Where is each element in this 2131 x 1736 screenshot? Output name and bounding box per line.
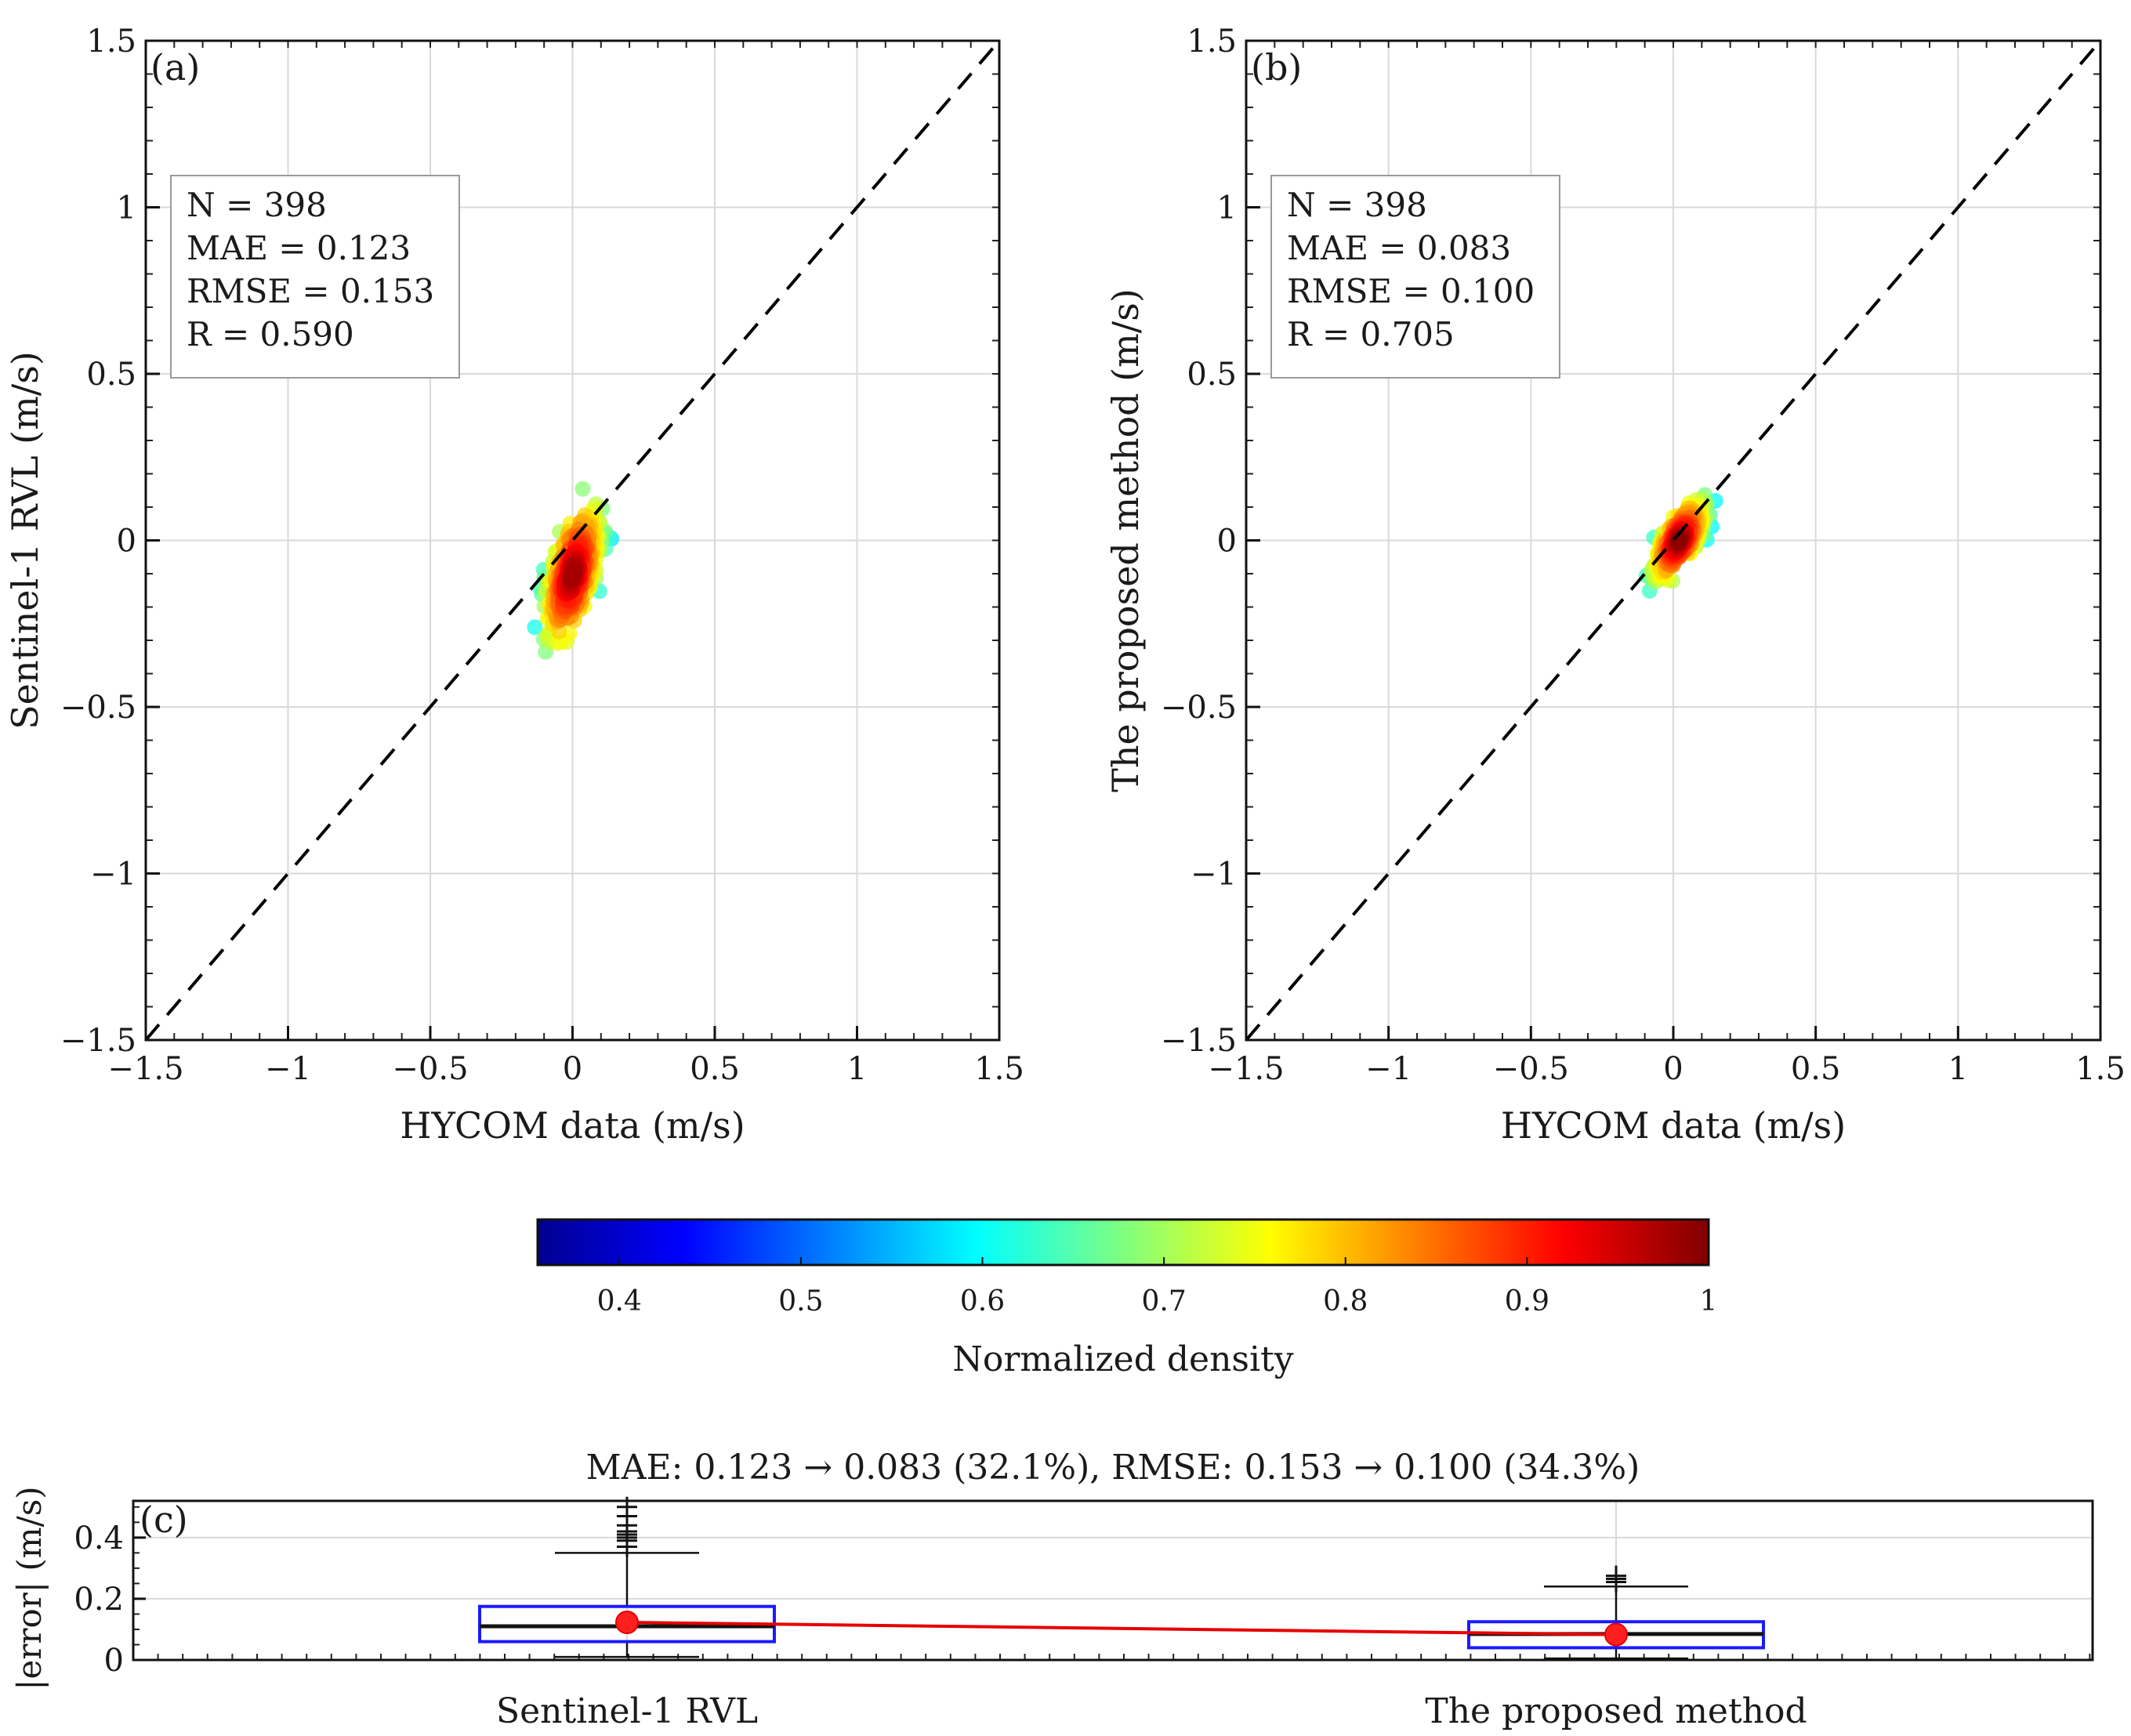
stats-line: RMSE = 0.153 <box>187 272 434 310</box>
scatter-panel-a: −1.5 −1 −0.5 0 0.5 1 1.5 −1.5 −1 −0.5 0 0.5 1 1.5 (a) N… <box>4 24 1024 1147</box>
x-tick-label: −1.5 <box>1208 1051 1284 1087</box>
colorbar-tick-label: 0.4 <box>597 1285 642 1317</box>
stats-line: R = 0.705 <box>1287 315 1455 353</box>
colorbar-tick-label: 0.9 <box>1505 1285 1549 1317</box>
axes-frame <box>132 1499 2094 1662</box>
panel-label: (b) <box>1251 46 1302 89</box>
stats-line: R = 0.590 <box>187 315 354 353</box>
colorbar-tick-label: 1 <box>1700 1285 1718 1317</box>
scatter-point <box>574 480 591 497</box>
y-tick-label: 0.4 <box>74 1520 124 1557</box>
category-label: The proposed method <box>1425 1691 1807 1731</box>
chart-title: MAE: 0.123 → 0.083 (32.1%), RMSE: 0.153 … <box>586 1448 1640 1488</box>
y-axis-label: |error| (m/s) <box>10 1486 49 1690</box>
colorbar-tick-label: 0.8 <box>1323 1285 1368 1317</box>
scatter-point <box>566 560 582 577</box>
y-tick-label: −1.5 <box>1161 1023 1237 1059</box>
x-axis-label: HYCOM data (m/s) <box>1501 1104 1846 1147</box>
x-tick-label: 1.5 <box>974 1051 1024 1087</box>
panel-label: (c) <box>140 1499 188 1541</box>
y-tick-label: −0.5 <box>1161 690 1237 726</box>
stats-line: N = 398 <box>187 186 327 224</box>
colorbar-gradient <box>536 1218 1710 1267</box>
x-tick-label: 1 <box>847 1051 867 1087</box>
mean-line <box>626 1620 1617 1636</box>
stats-line: MAE = 0.123 <box>187 229 411 267</box>
x-tick-label: −0.5 <box>1493 1051 1569 1087</box>
y-axis-label: Sentinel-1 RVL (m/s) <box>4 351 46 730</box>
y-tick-label: 0 <box>1217 524 1237 560</box>
boxplot-panel-c: Sentinel-1 RVL The proposed method 0 0.2 0.4… <box>10 1448 2094 1731</box>
stats-box <box>1270 175 1560 379</box>
x-tick-label: −1 <box>265 1051 311 1087</box>
scatter-point <box>527 619 543 636</box>
scatter-panel-b: −1.5 −1 −0.5 0 0.5 1 1.5 −1.5 −1 −0.5 0 0.5 1 1.5 (b) N… <box>1104 24 2126 1147</box>
x-tick-label: 1 <box>1948 1051 1968 1087</box>
y-tick-label: −1.5 <box>60 1023 136 1059</box>
x-tick-label: 0 <box>563 1051 582 1087</box>
y-tick-label: 0 <box>104 1643 124 1679</box>
stats-line: MAE = 0.083 <box>1287 229 1511 267</box>
outlier-marker <box>1606 1565 1626 1586</box>
colorbar-tick-label: 0.7 <box>1141 1285 1186 1317</box>
one-to-one-line <box>1245 39 2102 1042</box>
y-tick-label: 0.5 <box>86 357 136 393</box>
panel-label: (a) <box>150 46 200 89</box>
x-tick-label: −0.5 <box>392 1051 468 1087</box>
mean-marker <box>615 1610 639 1634</box>
stats-line: N = 398 <box>1287 186 1427 224</box>
y-tick-label: −1 <box>90 857 136 893</box>
x-axis-label: HYCOM data (m/s) <box>400 1104 745 1147</box>
x-tick-label: 1.5 <box>2075 1051 2126 1087</box>
category-label: Sentinel-1 RVL <box>496 1691 758 1731</box>
stats-line: RMSE = 0.100 <box>1287 272 1535 310</box>
y-tick-label: 0.2 <box>74 1582 124 1618</box>
x-tick-label: 0 <box>1663 1051 1683 1087</box>
stats-box <box>170 175 460 379</box>
y-axis-label: The proposed method (m/s) <box>1104 288 1147 792</box>
y-tick-label: 1 <box>117 190 136 227</box>
y-tick-label: 1 <box>1217 190 1237 227</box>
x-tick-label: −1 <box>1365 1051 1412 1087</box>
x-tick-label: 0.5 <box>690 1051 740 1087</box>
colorbar-label: Normalized density <box>952 1339 1293 1379</box>
plot-area <box>133 1501 2093 1660</box>
y-tick-label: 1.5 <box>86 24 136 60</box>
x-tick-label: −1.5 <box>107 1051 183 1087</box>
y-tick-label: 0.5 <box>1187 357 1237 393</box>
x-tick-label: 0.5 <box>1791 1051 1841 1087</box>
y-tick-label: −0.5 <box>60 690 136 726</box>
colorbar: 0.4 0.5 0.6 0.7 0.8 0.9 1 Normalized density <box>536 1218 1718 1379</box>
colorbar-tick-label: 0.5 <box>778 1285 823 1317</box>
mean-marker <box>1604 1622 1628 1647</box>
colorbar-tick-label: 0.6 <box>960 1285 1005 1317</box>
y-tick-label: 0 <box>117 524 136 560</box>
y-tick-label: −1 <box>1191 857 1237 893</box>
y-tick-label: 1.5 <box>1187 24 1237 60</box>
one-to-one-line <box>144 39 1001 1042</box>
